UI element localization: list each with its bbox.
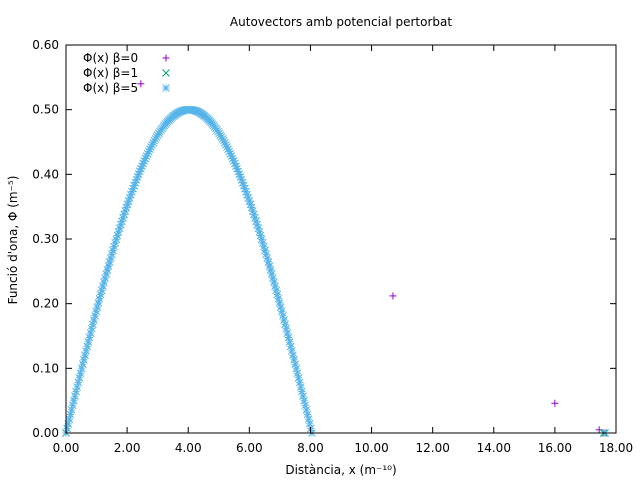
y-tick-label: 0.20 [32, 297, 59, 311]
legend: Φ(x) β=0Φ(x) β=1Φ(x) β=5 [83, 51, 170, 95]
legend-label: Φ(x) β=5 [83, 81, 138, 95]
data-point [295, 378, 304, 387]
legend-marker [162, 54, 170, 62]
data-point [301, 401, 310, 410]
data-point [283, 329, 292, 337]
legend-marker [162, 84, 170, 92]
data-point [87, 324, 96, 333]
data-point [83, 342, 92, 351]
y-tick-label: 0.00 [32, 426, 59, 440]
legend-label: Φ(x) β=1 [83, 66, 138, 80]
y-axis-label: Funció d'ona, Φ (m⁻⁵) [6, 176, 20, 305]
data-point [303, 410, 312, 419]
data-point [63, 424, 71, 433]
series-2 [62, 105, 610, 437]
data-point [91, 311, 99, 320]
x-tick-label: 8.00 [297, 441, 324, 455]
x-tick-label: 10.00 [354, 441, 388, 455]
data-point [551, 399, 559, 407]
data-point [137, 80, 145, 88]
data-point [69, 396, 78, 405]
data-point [276, 303, 285, 311]
data-point [292, 364, 301, 373]
data-point [78, 360, 87, 369]
data-point [277, 307, 286, 316]
data-point [289, 351, 297, 360]
data-point [72, 387, 80, 396]
y-tick-label: 0.40 [32, 167, 59, 181]
data-point [291, 360, 300, 369]
data-point [65, 415, 74, 424]
x-tick-label: 6.00 [236, 441, 263, 455]
x-axis: 0.00 2.00 4.00 6.00 8.00 10.00 12.00 14.00 16.00… [53, 45, 633, 455]
data-point [293, 369, 302, 378]
data-point [294, 374, 303, 382]
x-tick-label: 16.00 [538, 441, 572, 455]
data-point [86, 329, 95, 337]
data-point [300, 396, 308, 405]
data-point [286, 342, 295, 351]
data-point [76, 369, 85, 378]
series-0 [62, 80, 608, 437]
data-point [82, 346, 90, 355]
x-tick-label: 14.00 [477, 441, 511, 455]
plot-area [62, 80, 610, 437]
legend-marker [162, 69, 170, 77]
plot-frame [65, 44, 617, 434]
data-point [282, 324, 291, 333]
data-point [84, 338, 93, 346]
data-point [68, 401, 77, 410]
data-point [94, 299, 103, 307]
data-point [304, 415, 313, 424]
legend-label: Φ(x) β=0 [83, 51, 138, 65]
data-point [302, 406, 311, 414]
data-point [77, 364, 86, 373]
data-point [80, 355, 88, 364]
x-tick-label: 12.00 [415, 441, 449, 455]
x-tick-label: 4.00 [175, 441, 202, 455]
data-point [71, 392, 79, 400]
data-point [272, 286, 281, 295]
data-point [281, 320, 289, 329]
data-point [67, 406, 76, 414]
data-point [92, 307, 101, 316]
y-axis: 0.00 0.10 0.20 0.30 0.40 0.50 0.60 [32, 38, 616, 440]
data-point [88, 320, 97, 329]
data-point [389, 292, 397, 300]
data-point [66, 410, 75, 419]
data-point [296, 383, 305, 391]
data-point [299, 392, 307, 400]
data-point [595, 426, 603, 434]
data-point [285, 338, 294, 346]
data-point [75, 374, 84, 382]
y-tick-label: 0.50 [32, 103, 59, 117]
chart-title: Autovectors amb potencial pertorbat [230, 15, 452, 29]
data-point [305, 419, 314, 428]
data-point [85, 333, 94, 342]
data-point [81, 351, 89, 360]
data-point [74, 378, 83, 387]
data-point [287, 346, 296, 355]
x-tick-label: 0.00 [53, 441, 80, 455]
y-tick-label: 0.60 [32, 38, 59, 52]
data-point [280, 316, 288, 324]
y-tick-label: 0.30 [32, 232, 59, 246]
x-tick-label: 2.00 [114, 441, 141, 455]
data-point [279, 311, 287, 320]
x-tick-label: 18.00 [599, 441, 633, 455]
data-point [90, 316, 98, 324]
data-point [73, 383, 82, 391]
x-axis-label: Distància, x (m⁻¹⁰) [285, 463, 396, 477]
y-tick-label: 0.10 [32, 361, 59, 375]
data-point [284, 333, 293, 342]
data-point [298, 387, 306, 396]
data-point [290, 355, 298, 364]
